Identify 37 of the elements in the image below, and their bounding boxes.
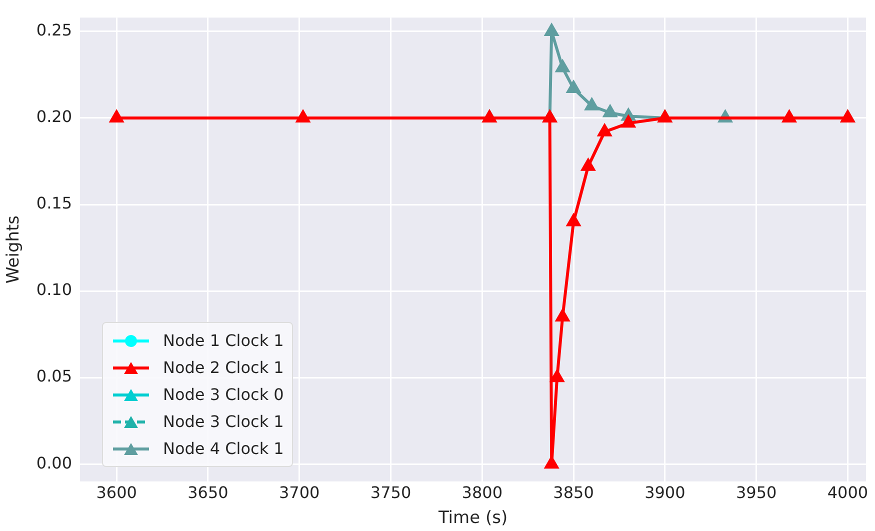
point	[566, 81, 580, 94]
y-tick-label: 0.10	[36, 280, 72, 300]
point	[550, 370, 564, 382]
x-axis-title: Time (s)	[437, 508, 508, 528]
point	[603, 105, 617, 118]
point	[622, 116, 636, 128]
legend-label: Node 1 Clock 1	[163, 331, 284, 350]
y-tick-label: 0.15	[36, 194, 72, 213]
point	[585, 98, 599, 110]
x-tick-label: 3750	[370, 483, 412, 502]
x-tick-label: 3800	[462, 483, 503, 502]
point	[598, 124, 612, 136]
legend-label: Node 3 Clock 1	[163, 412, 284, 431]
x-tick-label: 3700	[279, 483, 320, 502]
y-tick-label: 0.25	[36, 20, 72, 40]
x-tick-label: 3650	[188, 483, 228, 502]
y-tick-label: 0.05	[36, 366, 72, 386]
point	[782, 110, 796, 122]
x-tick-label: 3850	[553, 483, 594, 502]
legend-label: Node 3 Clock 0	[163, 385, 284, 404]
point	[556, 60, 570, 72]
point	[544, 456, 558, 469]
point	[556, 309, 570, 322]
y-tick-label: 0.00	[36, 453, 72, 472]
point	[566, 214, 580, 226]
x-tick-label: 4000	[827, 483, 868, 502]
legend-label: Node 4 Clock 1	[163, 439, 284, 458]
x-tick-label: 3950	[736, 483, 777, 502]
point	[581, 158, 595, 171]
point	[110, 110, 124, 122]
point	[544, 24, 558, 36]
x-tick-label: 3900	[644, 483, 686, 502]
y-axis-title: Weights	[4, 215, 24, 284]
x-tick-label: 3600	[96, 483, 137, 502]
legend-label: Node 2 Clock 1	[163, 358, 284, 377]
point	[296, 110, 310, 122]
y-tick-label: 0.20	[36, 107, 72, 126]
